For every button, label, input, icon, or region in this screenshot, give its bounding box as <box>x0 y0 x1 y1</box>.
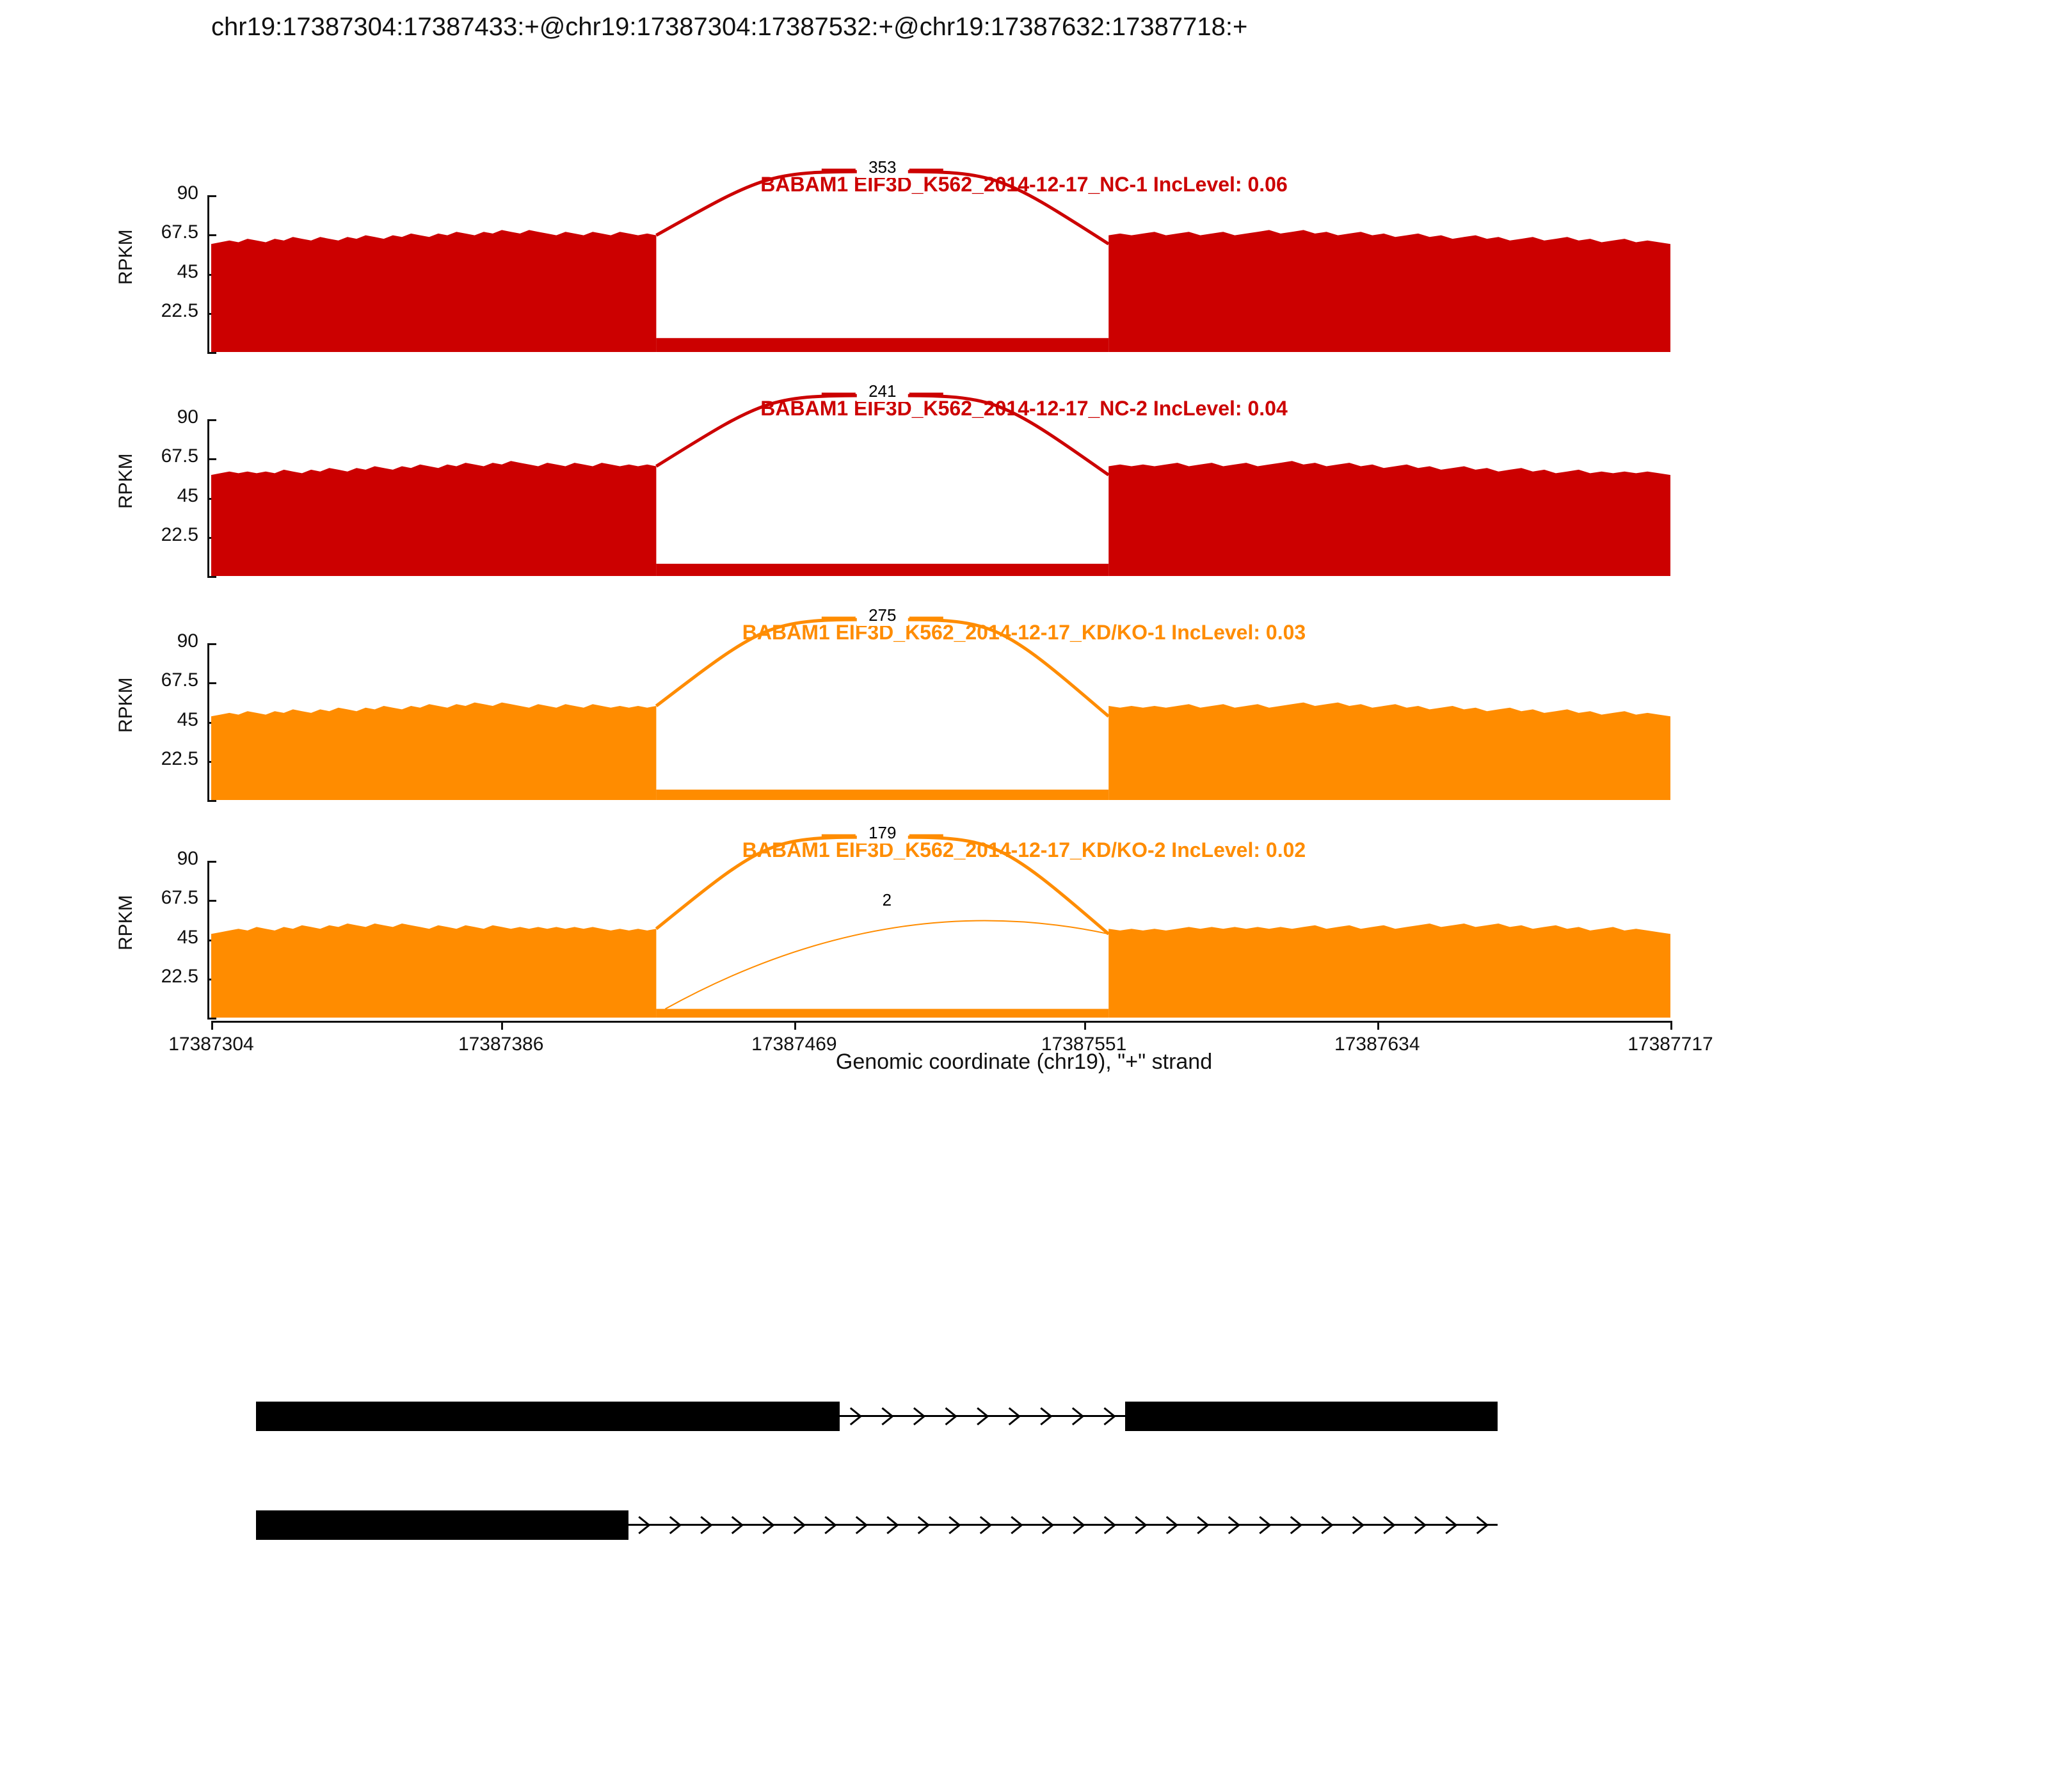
gene-model-0-intron-chevrons-1 <box>840 1402 1125 1431</box>
y-tick-0-22.5: 22.5 <box>122 300 198 322</box>
plot-title: chr19:17387304:17387433:+@chr19:17387304… <box>211 13 1247 42</box>
y-tick-2-22.5: 22.5 <box>122 748 198 770</box>
y-tick-3-90: 90 <box>122 848 198 870</box>
gene-model-0-exon-2 <box>1125 1402 1498 1431</box>
density-and-junctions-2: 275 <box>211 608 1670 819</box>
y-tick-0-90: 90 <box>122 182 198 204</box>
gene-model-1-exon-0 <box>256 1510 628 1540</box>
y-tick-0-67.5: 67.5 <box>122 221 198 243</box>
x-axis-title: Genomic coordinate (chr19), "+" strand <box>0 1050 2048 1075</box>
y-tick-2-45: 45 <box>122 709 198 731</box>
svg-text:275: 275 <box>868 608 896 625</box>
svg-text:2: 2 <box>883 890 892 909</box>
y-tick-1-45: 45 <box>122 485 198 507</box>
y-tick-1-90: 90 <box>122 406 198 428</box>
y-tick-1-22.5: 22.5 <box>122 524 198 546</box>
gene-model-1-intron-chevrons-1 <box>628 1510 1498 1540</box>
y-tick-0-45: 45 <box>122 261 198 283</box>
svg-text:179: 179 <box>868 826 896 842</box>
sashimi-plot-root: chr19:17387304:17387433:+@chr19:17387304… <box>0 0 2048 1792</box>
gene-model-0-exon-0 <box>256 1402 840 1431</box>
density-and-junctions-1: 241 <box>211 384 1670 595</box>
y-tick-1-67.5: 67.5 <box>122 445 198 467</box>
y-tick-3-45: 45 <box>122 927 198 948</box>
svg-text:241: 241 <box>868 384 896 401</box>
y-tick-2-67.5: 67.5 <box>122 669 198 691</box>
density-and-junctions-0: 353 <box>211 160 1670 371</box>
y-tick-2-90: 90 <box>122 630 198 652</box>
svg-text:353: 353 <box>868 160 896 177</box>
x-tick-mark-5 <box>1670 1021 1672 1030</box>
y-tick-3-22.5: 22.5 <box>122 966 198 988</box>
y-tick-3-67.5: 67.5 <box>122 887 198 909</box>
